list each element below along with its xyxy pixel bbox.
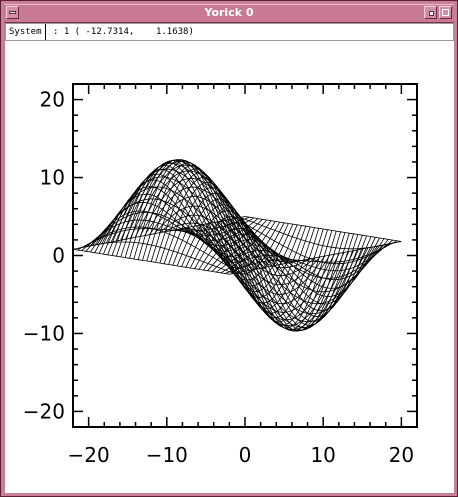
x-tick-label: 10 (310, 443, 335, 467)
x-tick-label: −10 (146, 443, 188, 467)
y-tick-label: 10 (40, 166, 65, 190)
y-tick-label: −10 (23, 321, 65, 345)
mesh-line-v (225, 219, 383, 293)
mesh-line-u (224, 240, 398, 274)
window-title: Yorick 0 (204, 6, 254, 19)
x-tick-label: 20 (389, 443, 414, 467)
mesh-line-u (229, 241, 402, 275)
surface-plot[interactable]: −20 −10 0 10 20 −20 −10 0 10 20 (5, 41, 454, 493)
title-bar[interactable]: Yorick 0 (4, 4, 454, 23)
mesh-line-u (220, 239, 393, 274)
mesh-line-u (211, 238, 385, 289)
window-menu-icon[interactable] (6, 6, 19, 19)
x-tick-label: −20 (68, 443, 110, 467)
maximize-icon[interactable] (439, 6, 452, 19)
mesh-line-v (230, 218, 388, 279)
surface-mesh (72, 159, 402, 332)
tick-labels: −20 −10 0 10 20 −20 −10 0 10 20 (23, 88, 414, 467)
minimize-icon[interactable] (424, 6, 437, 19)
mesh-line-u (216, 239, 389, 281)
mesh-line-v (235, 217, 393, 265)
status-bar: System : 1 ( -12.7314, 1.1638) (5, 23, 454, 41)
plot-canvas[interactable]: −20 −10 0 10 20 −20 −10 0 10 20 (5, 41, 454, 493)
system-label: System (6, 24, 46, 40)
x-tick-label: 0 (239, 443, 252, 467)
mesh-line-v (244, 216, 402, 242)
coordinate-readout: : 1 ( -12.7314, 1.1638) (53, 27, 194, 37)
y-tick-label: 20 (40, 88, 65, 112)
mesh-line-v (220, 220, 378, 305)
mesh-line-v (215, 221, 374, 315)
y-tick-label: −20 (23, 399, 65, 423)
axis-ticks (72, 83, 418, 428)
y-tick-label: 0 (52, 244, 65, 268)
